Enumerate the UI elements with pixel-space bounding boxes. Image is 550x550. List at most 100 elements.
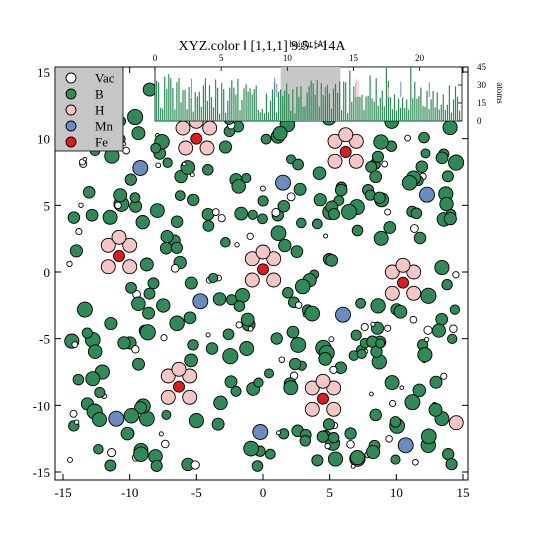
b-point [290,336,307,353]
inset-bar [428,109,430,121]
inset-bar [170,78,172,121]
vac-point [423,325,433,335]
b-point [93,443,104,455]
b-point [239,341,255,356]
inset-bar [375,78,377,121]
h-point [100,237,116,253]
inset-bar [200,106,202,121]
vac-point [107,448,117,458]
b-point [439,196,454,212]
inset-bar [158,82,160,121]
y-tick-label: 10 [37,132,50,147]
inset-bar [180,102,182,121]
mn-point [108,410,125,427]
inset-bar [208,85,211,121]
inset-bar [190,97,192,121]
inset-bar [339,81,341,121]
b-point [125,281,137,294]
b-point [257,213,268,225]
inset-bar [361,94,363,121]
b-point [390,454,401,465]
x-tick-label: -10 [121,485,138,500]
y-tick-label: -5 [39,332,50,347]
inset-bar-minor [190,78,192,97]
inset-bar [267,112,269,121]
b-point [415,160,429,173]
b-point [369,170,383,184]
b-point [159,241,173,255]
vac-point [449,324,458,333]
b-point [373,134,389,150]
b-point [404,394,421,411]
inset-bar [231,80,233,121]
inset-bar [345,82,347,121]
b-point [270,332,283,345]
inset-bar [160,107,162,121]
vac-point [205,332,211,338]
inset-bar [164,76,166,121]
b-point [235,287,250,303]
inset-bar [328,93,330,121]
inset-bar [162,108,164,121]
b-point [292,158,304,171]
b-point [208,272,219,283]
inset-bar [271,89,274,121]
b-point [260,133,272,145]
inset-bar-minor [388,87,390,97]
inset-bar [398,98,400,121]
b-point [325,254,339,267]
inset-bar [312,83,314,121]
b-point [373,230,389,246]
b-point [371,150,384,163]
h-point [160,368,176,384]
h-point [255,244,271,260]
inset-bar [324,87,326,121]
vac-point [82,156,88,162]
inset-bar [349,70,351,121]
inset-bar [438,109,440,121]
b-point [351,224,364,237]
b-point [202,220,215,232]
legend-label-mn: Mn [95,119,114,134]
inset-bar-minor [274,78,276,97]
b-point [253,377,264,388]
b-point [92,412,107,427]
inset-bar [383,106,385,121]
inset-bar [172,88,174,121]
inset-bar [241,100,243,121]
vac-point [452,271,460,279]
inset-bar [298,96,300,121]
b-point [412,383,427,398]
b-point [67,211,81,224]
inset-bar [393,94,396,121]
inset-bar [257,109,259,121]
inset-bar [292,89,294,121]
inset-bar-minor [276,83,278,97]
legend-label-b: B [95,87,104,102]
b-point [131,296,146,312]
inset-bar-minor [428,82,430,97]
b-point [257,195,269,207]
b-point [334,183,348,197]
b-point [174,190,186,201]
inset-bar-minor [357,81,359,97]
inset-bar-minor [355,79,357,97]
b-point [448,154,465,171]
h-point [178,140,194,156]
inset-y-tick-label: 0 [477,116,482,126]
inset-bar [284,90,286,121]
b-point [384,375,400,391]
vac-point [161,439,170,449]
inset-bar [408,109,410,121]
y-tick-label: 5 [44,198,51,213]
b-point [393,304,408,319]
chart-title: XYZ.color ‖ [1,1,1] 9.5->14A [179,39,347,54]
inset-bar [204,78,206,121]
inset-bar [363,110,365,121]
b-point [272,125,288,141]
b-point [383,221,397,234]
h-point [244,272,260,288]
h-point [326,380,342,396]
b-point [156,298,171,313]
vac-point [350,463,356,469]
